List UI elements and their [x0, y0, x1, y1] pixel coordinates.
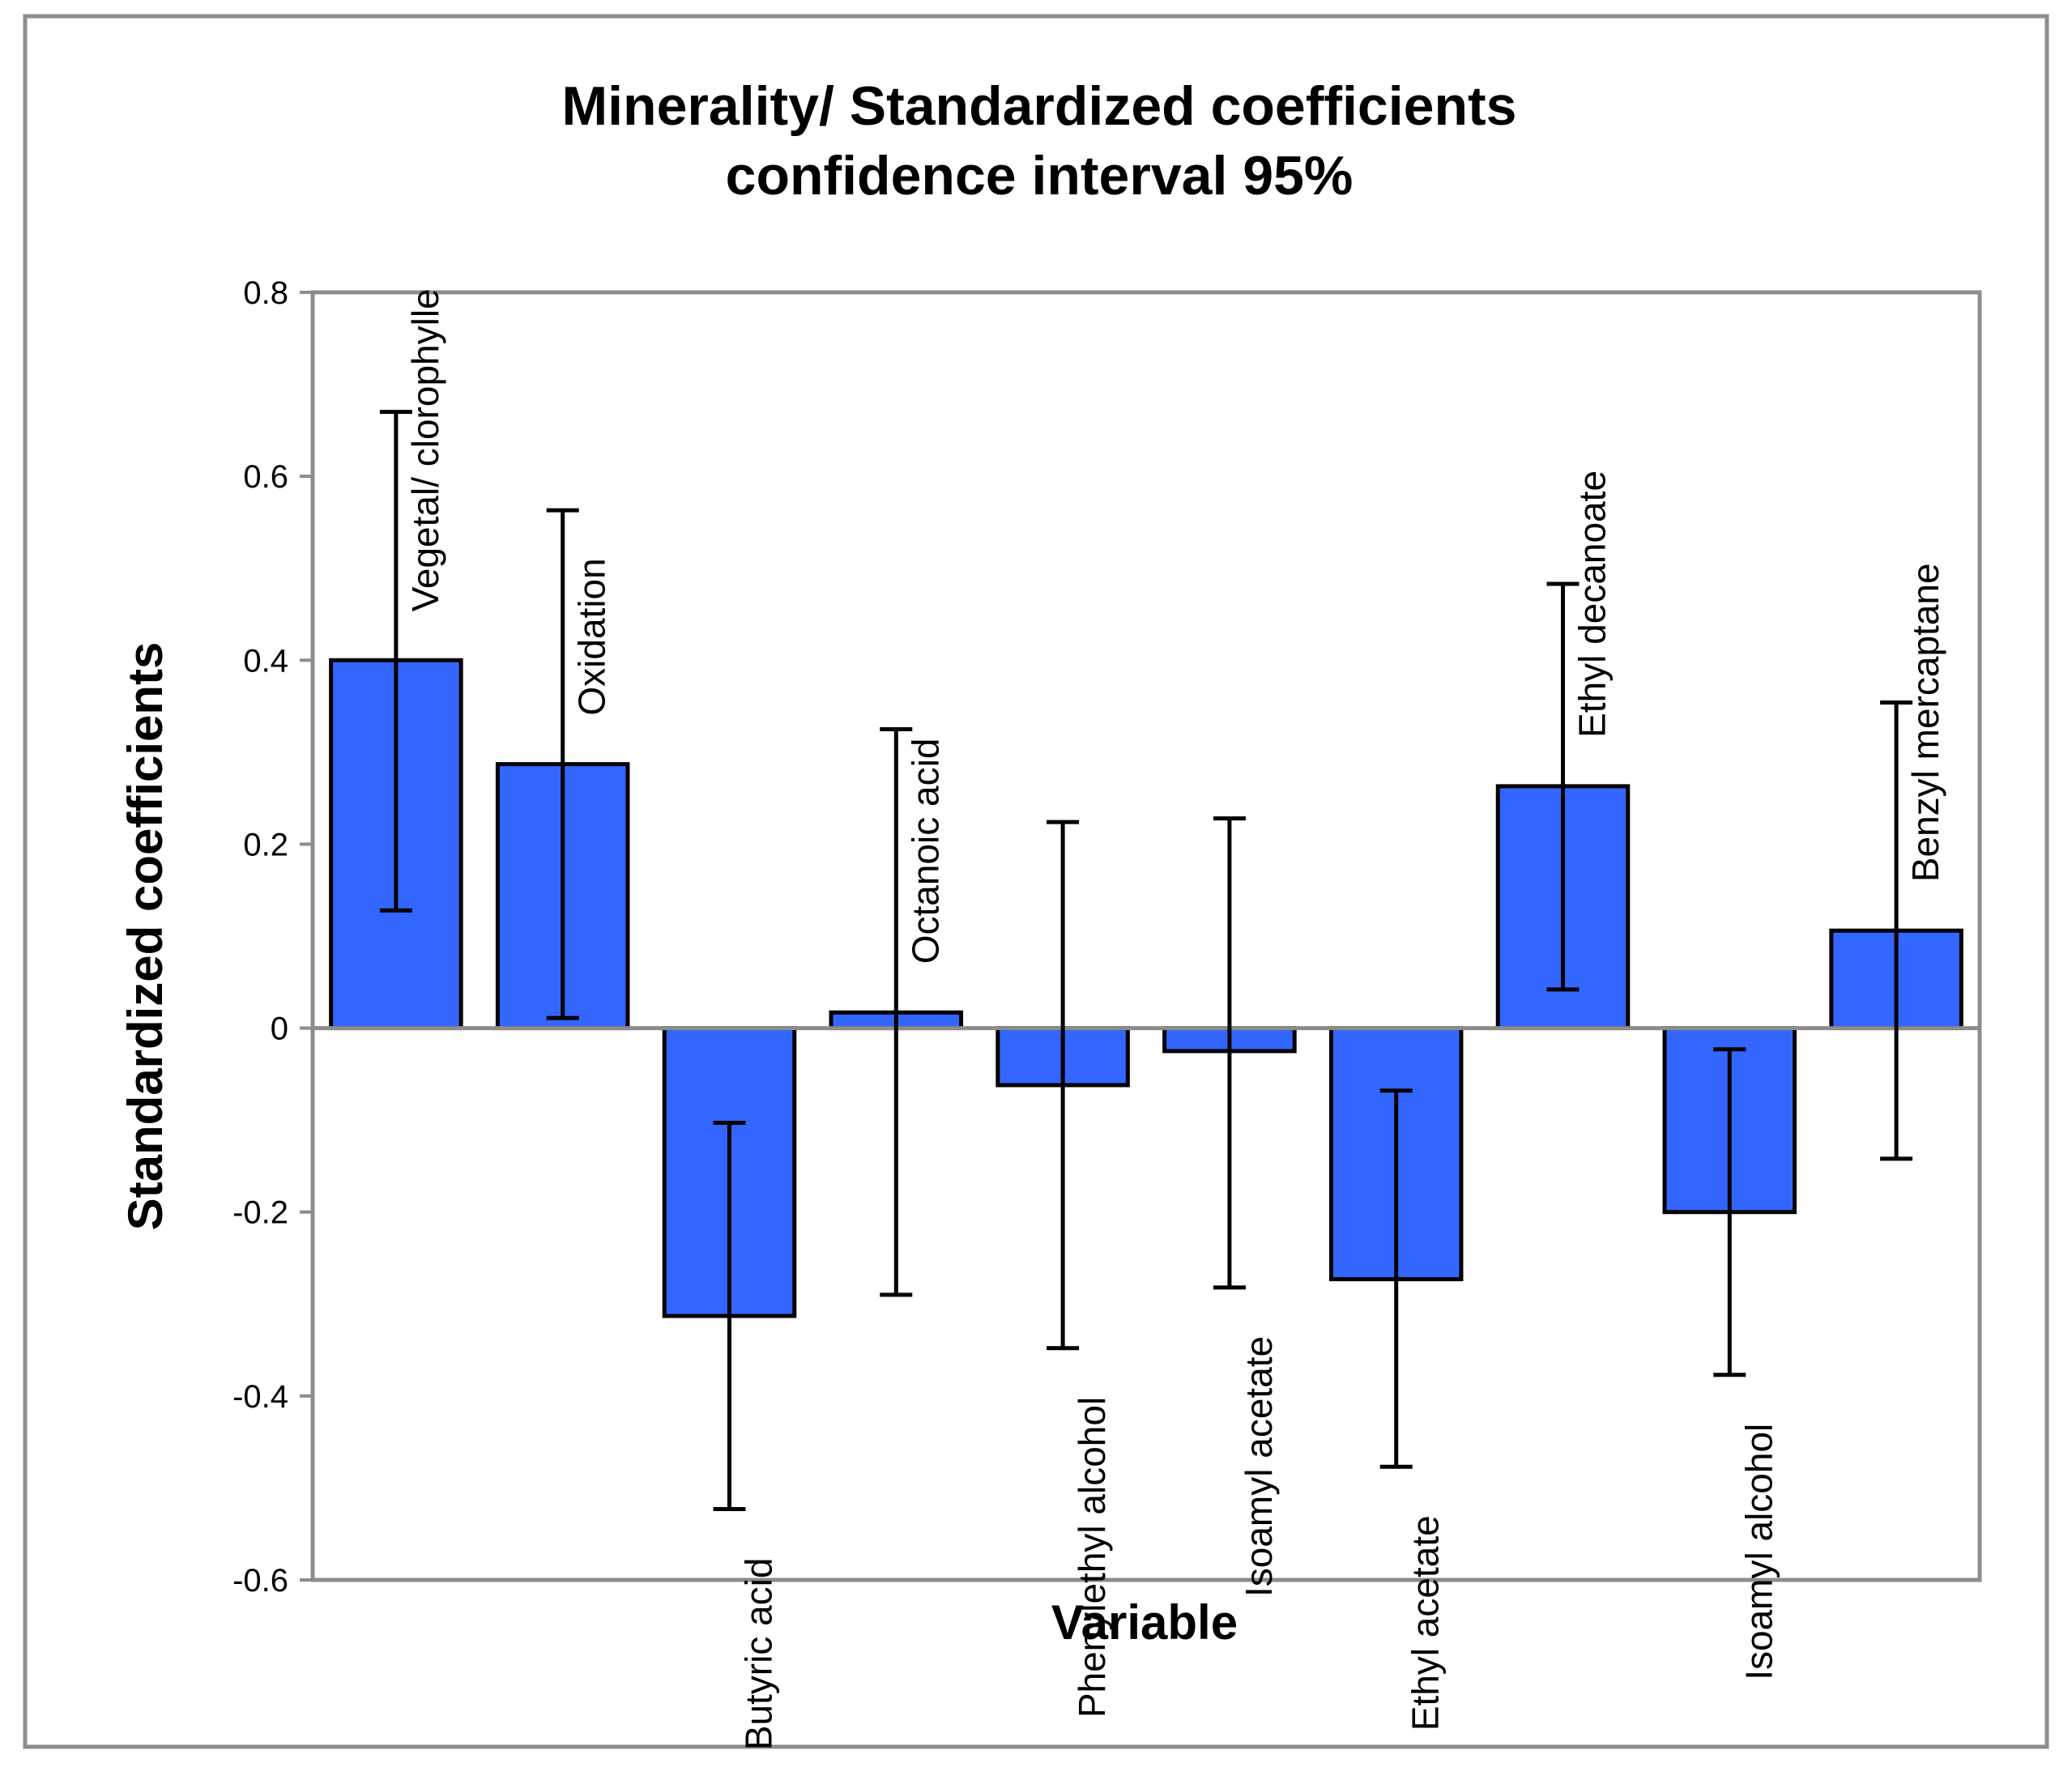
y-tick-label: 0 — [271, 1011, 288, 1047]
y-tick-label: -0.2 — [232, 1195, 288, 1231]
y-tick-label: 0.4 — [243, 643, 288, 679]
bar-category-label: Phenylethyl alcohol — [1071, 1397, 1113, 1718]
bar-category-label: Ethyl acetate — [1405, 1515, 1447, 1731]
bar-category-label: Oxidation — [571, 558, 613, 715]
bar-category-label: Butyric acid — [738, 1558, 780, 1751]
chart-title-line-2: confidence interval 95% — [726, 145, 1354, 207]
error-bars — [379, 410, 1913, 1512]
bar-category-label: Isoamyl alcohol — [1737, 1424, 1780, 1680]
y-axis: 0.8 0.6 0.4 0.2 0 -0.2 -0.4 -0.6 — [232, 275, 313, 1599]
y-tick-label: 0.8 — [243, 275, 288, 311]
y-axis-title: Standardized coefficients — [118, 642, 173, 1231]
chart-title-line-1: Minerality/ Standardized coefficients — [562, 75, 1517, 137]
y-tick-label: -0.4 — [232, 1379, 288, 1415]
y-tick-label: 0.6 — [243, 459, 288, 495]
x-axis-title: Variable — [1051, 1595, 1238, 1650]
plot-area-frame — [310, 290, 1982, 1582]
bar-category-label: Isoamyl acetate — [1238, 1336, 1280, 1597]
bar-category-label: Vegetal/ clorophylle — [404, 288, 446, 611]
y-tick-label: -0.6 — [232, 1563, 288, 1599]
y-tick-label: 0.2 — [243, 827, 288, 862]
bar-labels: Vegetal/ clorophylle Oxidation Butyric aci… — [404, 288, 1946, 1750]
bar-category-label: Ethyl decanoate — [1571, 470, 1614, 738]
bar-category-label: Benzyl mercaptane — [1904, 563, 1946, 882]
bar-category-label: Octanoic acid — [904, 739, 946, 964]
